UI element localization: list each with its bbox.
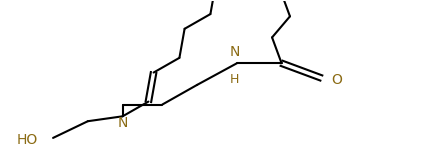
- Text: O: O: [331, 73, 342, 87]
- Text: N: N: [229, 45, 240, 59]
- Text: N: N: [117, 116, 128, 130]
- Text: HO: HO: [17, 133, 38, 147]
- Text: H: H: [230, 73, 239, 86]
